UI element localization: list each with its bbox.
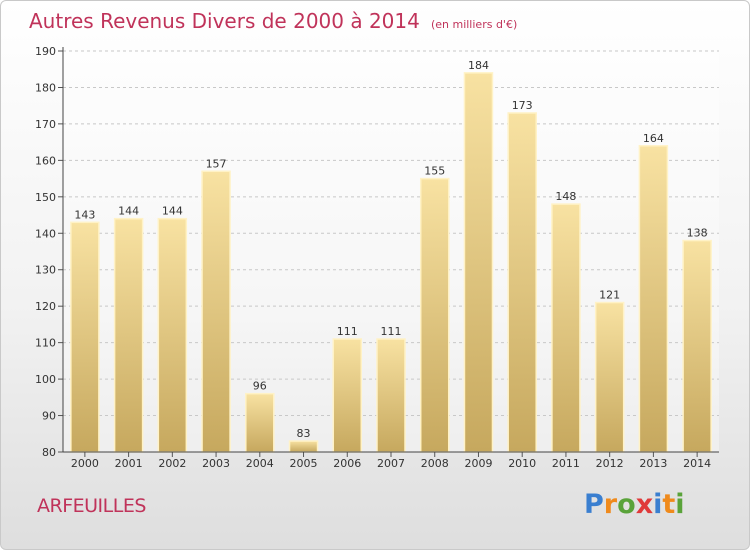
y-tick-label: 130 <box>35 264 56 277</box>
bar <box>638 145 669 453</box>
x-tick-label: 2012 <box>596 457 624 470</box>
bar <box>594 301 625 453</box>
bar-value-label: 157 <box>206 157 227 170</box>
y-tick-label: 100 <box>35 373 56 386</box>
y-tick-label: 80 <box>42 446 56 459</box>
y-tick-label: 180 <box>35 81 56 94</box>
bar <box>332 338 363 453</box>
bar <box>376 338 406 453</box>
bar <box>551 203 581 453</box>
y-tick-label: 150 <box>35 191 56 204</box>
bar-value-label: 143 <box>74 208 95 221</box>
bar-value-label: 138 <box>687 227 708 240</box>
logo-letter: i <box>653 489 663 520</box>
y-tick-label: 120 <box>35 300 56 313</box>
bar <box>507 112 537 453</box>
x-tick-label: 2008 <box>421 457 449 470</box>
proxiti-logo: Proxiti <box>584 489 685 520</box>
logo-letter: r <box>603 489 618 520</box>
y-tick-label: 140 <box>35 227 56 240</box>
x-tick-label: 2004 <box>246 457 274 470</box>
bar-value-label: 111 <box>381 325 402 338</box>
chart-unit: (en milliers d'€) <box>430 18 518 31</box>
x-tick-label: 2010 <box>508 457 536 470</box>
x-tick-label: 2002 <box>158 457 186 470</box>
bar-value-label: 121 <box>599 289 620 302</box>
bar <box>463 72 494 453</box>
bar <box>682 239 712 453</box>
x-tick-label: 2005 <box>290 457 318 470</box>
y-tick-label: 90 <box>42 410 56 423</box>
bar-value-label: 96 <box>253 380 267 393</box>
x-tick-label: 2011 <box>552 457 580 470</box>
x-tick-label: 2014 <box>683 457 711 470</box>
bar-value-label: 144 <box>118 205 139 218</box>
bar-value-label: 83 <box>297 427 311 440</box>
bar <box>201 170 231 453</box>
x-tick-label: 2006 <box>333 457 361 470</box>
x-tick-label: 2000 <box>71 457 99 470</box>
logo-letter: P <box>584 489 604 520</box>
bar-value-label: 148 <box>555 190 576 203</box>
bar-value-label: 111 <box>337 325 358 338</box>
bar-value-label: 144 <box>162 205 183 218</box>
y-tick-label: 110 <box>35 337 56 350</box>
bar <box>288 440 319 453</box>
x-tick-label: 2013 <box>639 457 667 470</box>
bar <box>245 392 275 453</box>
bar-value-label: 173 <box>512 99 533 112</box>
y-tick-label: 190 <box>35 45 56 58</box>
logo-letter: o <box>617 489 636 520</box>
chart-title: Autres Revenus Divers de 2000 à 2014 (en… <box>29 9 517 33</box>
y-tick-label: 160 <box>35 154 56 167</box>
x-tick-label: 2001 <box>115 457 143 470</box>
bar-value-label: 164 <box>643 132 664 145</box>
bar <box>113 217 144 453</box>
bar <box>419 177 450 453</box>
commune-name: ARFEUILLES <box>37 495 146 517</box>
logo-letter: x <box>635 489 654 520</box>
bar <box>70 221 100 453</box>
logo-letter: i <box>675 489 685 520</box>
bar-value-label: 184 <box>468 59 489 72</box>
bar-value-label: 155 <box>424 165 445 178</box>
chart-title-text: Autres Revenus Divers de 2000 à 2014 <box>29 9 420 33</box>
y-tick-label: 170 <box>35 118 56 131</box>
x-tick-label: 2009 <box>464 457 492 470</box>
logo-letter: t <box>662 489 676 520</box>
x-tick-label: 2003 <box>202 457 230 470</box>
bar <box>157 217 188 453</box>
x-tick-label: 2007 <box>377 457 405 470</box>
